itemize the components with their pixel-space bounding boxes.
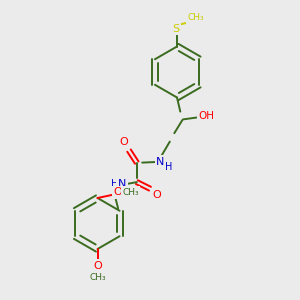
Text: OH: OH (198, 111, 214, 121)
Text: H: H (111, 179, 118, 189)
Text: CH₃: CH₃ (122, 188, 139, 197)
Text: O: O (119, 137, 128, 147)
Text: N: N (156, 157, 165, 167)
Text: H: H (165, 162, 172, 172)
Text: N: N (118, 179, 126, 189)
Text: O: O (113, 187, 122, 197)
Text: S: S (172, 23, 179, 34)
Text: CH₃: CH₃ (188, 14, 204, 22)
Text: O: O (153, 190, 162, 200)
Text: O: O (93, 261, 102, 271)
Text: CH₃: CH₃ (89, 273, 106, 282)
